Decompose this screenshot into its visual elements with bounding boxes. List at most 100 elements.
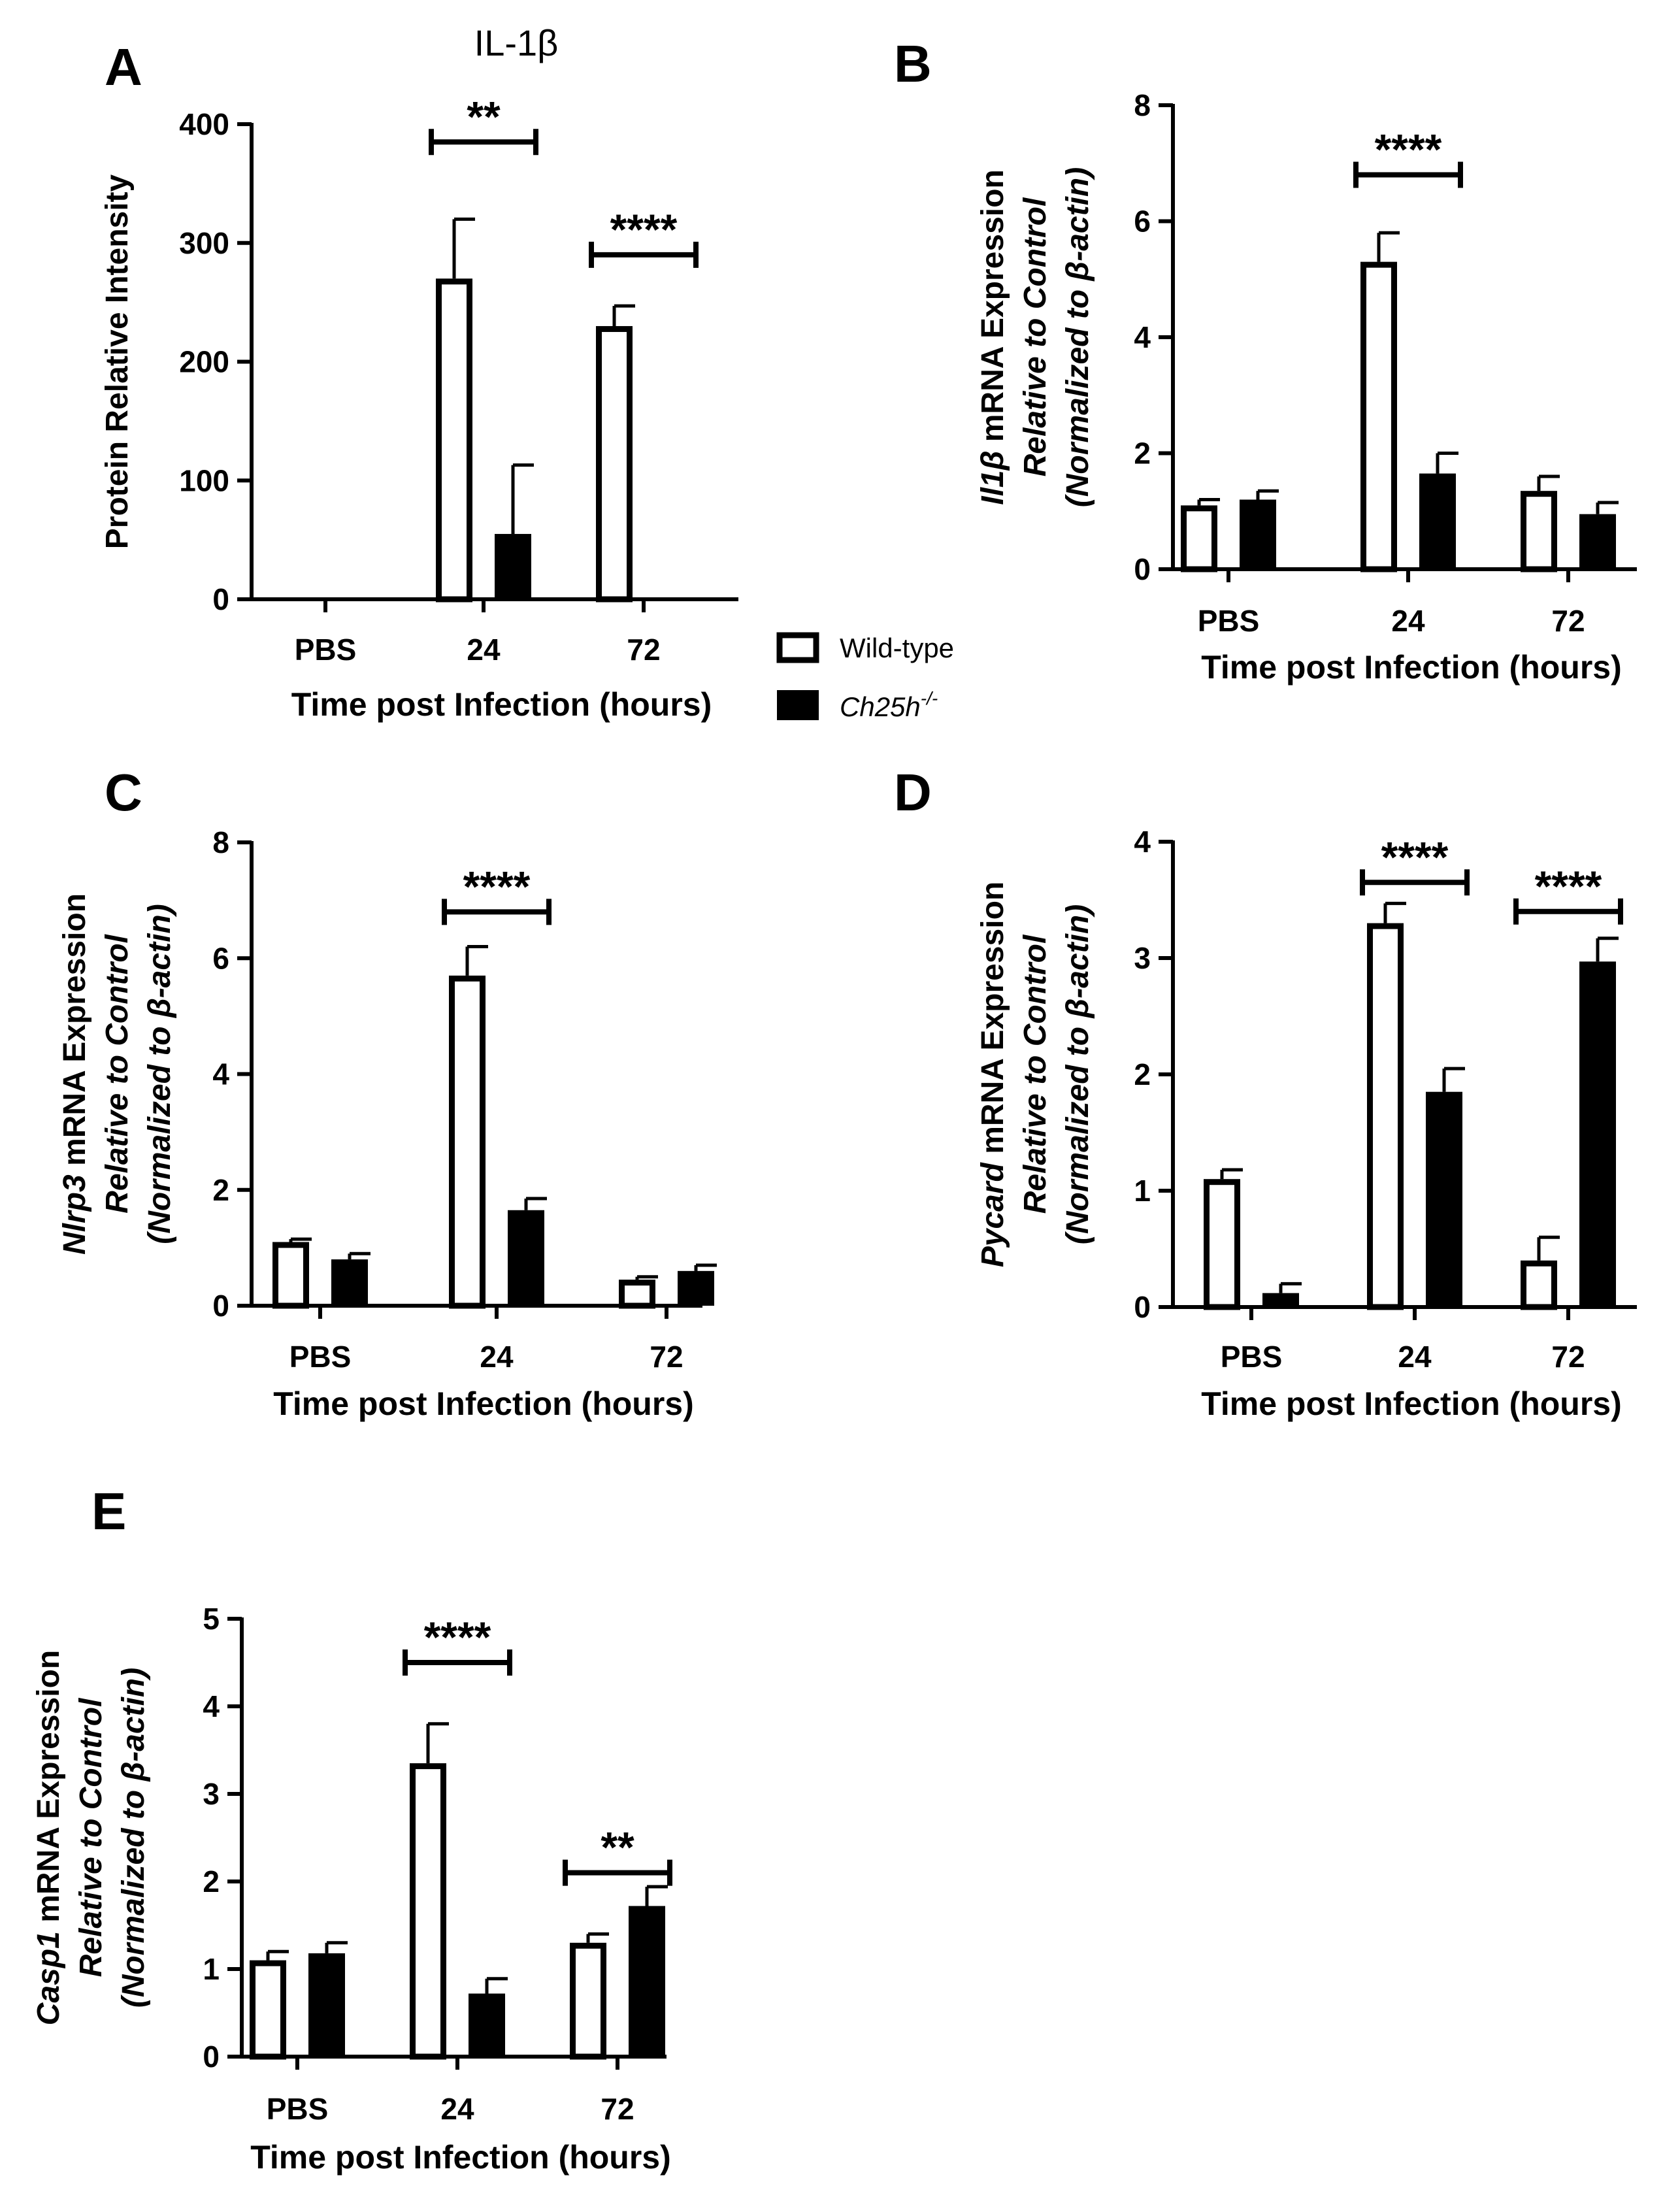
y-tick-label: 3 xyxy=(203,1777,220,1811)
chart-title: IL-1β xyxy=(474,22,559,63)
x-tick-label: PBS xyxy=(1221,1340,1283,1374)
bar-wild-type xyxy=(1181,505,1217,572)
bar-wild-type xyxy=(1204,1179,1240,1310)
y-axis-title-gene: Casp1 xyxy=(31,1931,66,2025)
x-axis-title: Time post Infection (hours) xyxy=(291,686,712,723)
legend-label-ch25h: Ch25h-/- xyxy=(840,688,938,722)
y-tick-label: 4 xyxy=(212,1057,229,1091)
y-tick-label: 0 xyxy=(212,1289,229,1323)
chart-D: D 0 1 2 3 4 PBS 24 72 Time post Infection (hours)… xyxy=(894,763,1637,1422)
y-axis-title-gene: Il1β xyxy=(976,451,1010,505)
x-tick-label: PBS xyxy=(295,633,357,667)
y-axis-title-line: Relative to Control xyxy=(74,1697,108,1977)
y-tick-label: 400 xyxy=(179,107,229,141)
y-tick-label: 5 xyxy=(203,1602,220,1636)
x-tick-label: 72 xyxy=(601,2092,634,2126)
x-tick-label: PBS xyxy=(289,1340,352,1374)
y-axis-title-gene: (Normalized to β-actin) xyxy=(116,1668,151,2008)
y-tick-label: 4 xyxy=(203,1689,220,1723)
x-axis-title: Time post Infection (hours) xyxy=(250,2139,671,2176)
bar-ch25h xyxy=(308,1953,345,2057)
y-axis-title-line: (Normalized to β-actin) xyxy=(142,904,177,1244)
significance-label: ** xyxy=(467,92,501,141)
y-tick-label: 4 xyxy=(1134,320,1151,354)
y-axis-title-text: mRNA Expression xyxy=(31,1650,66,1931)
y-axis-title-line: (Normalized to β-actin) xyxy=(1061,167,1095,507)
significance-label: **** xyxy=(463,862,531,910)
y-tick-label: 0 xyxy=(203,2040,220,2074)
bar-wild-type xyxy=(619,1280,655,1309)
bar-wild-type xyxy=(1367,923,1404,1310)
y-axis-title-line: Il1β mRNA Expression xyxy=(976,169,1010,505)
y-axis-title-gene: Relative to Control xyxy=(1018,934,1053,1214)
significance-label: **** xyxy=(1535,862,1602,910)
y-tick-label: 4 xyxy=(1134,825,1151,859)
x-tick-label: 72 xyxy=(627,633,660,667)
x-axis-title: Time post Infection (hours) xyxy=(273,1385,694,1422)
y-axis-title-line: (Normalized to β-actin) xyxy=(1061,904,1095,1244)
bar-wild-type xyxy=(1360,261,1397,572)
y-tick-label: 8 xyxy=(212,825,229,859)
y-tick-label: 2 xyxy=(212,1173,229,1207)
y-tick-label: 200 xyxy=(179,345,229,379)
bar-wild-type xyxy=(1521,1260,1557,1310)
y-tick-label: 6 xyxy=(1134,205,1151,239)
significance-label: ** xyxy=(601,1823,634,1872)
chart-E: E 0 1 2 3 4 5 PBS 24 72 Time post Infection (hours… xyxy=(31,1482,672,2176)
legend-label-superscript: -/- xyxy=(921,688,938,708)
bar-wild-type xyxy=(272,1242,309,1309)
y-axis-title-gene: Relative to Control xyxy=(74,1697,108,1977)
y-tick-label: 2 xyxy=(1134,1057,1151,1091)
y-tick-label: 1 xyxy=(1134,1174,1151,1208)
x-tick-label: 24 xyxy=(440,2092,474,2126)
y-axis-title-text: Protein Relative Intensity xyxy=(100,174,135,549)
x-tick-label: 72 xyxy=(1551,604,1585,638)
y-tick-label: 0 xyxy=(212,582,229,616)
bar-ch25h xyxy=(1579,514,1616,569)
bar-wild-type xyxy=(250,1960,286,2060)
bar-wild-type xyxy=(436,278,472,603)
chart-A: A IL-1β 0 100 200 300 400 PBS 24 72 Time post Infe… xyxy=(100,22,738,723)
y-tick-label: 300 xyxy=(179,226,229,260)
y-tick-label: 0 xyxy=(1134,552,1151,586)
y-axis-title-line: Casp1 mRNA Expression xyxy=(31,1650,66,2025)
y-axis-title-gene: (Normalized to β-actin) xyxy=(142,904,177,1244)
panel-letter-B: B xyxy=(894,35,932,93)
y-axis-title-line: Relative to Control xyxy=(1018,934,1053,1214)
y-axis-title-line: Relative to Control xyxy=(1018,197,1053,476)
bar-ch25h xyxy=(508,1210,544,1306)
legend-swatch-wild-type xyxy=(776,632,819,663)
y-axis-title-gene: (Normalized to β-actin) xyxy=(1061,904,1095,1244)
x-tick-label: PBS xyxy=(1198,604,1260,638)
y-tick-label: 1 xyxy=(203,1952,220,1986)
y-tick-label: 2 xyxy=(203,1864,220,1898)
bar-wild-type xyxy=(570,1942,606,2060)
y-axis-title-gene: Relative to Control xyxy=(1018,197,1053,476)
y-tick-label: 8 xyxy=(1134,88,1151,122)
x-tick-label: 24 xyxy=(1398,1340,1432,1374)
y-axis-title-text: mRNA Expression xyxy=(976,169,1010,450)
legend-label-wild-type: Wild-type xyxy=(840,633,954,663)
y-axis-title-gene: Relative to Control xyxy=(100,933,135,1213)
y-axis-title-line: (Normalized to β-actin) xyxy=(116,1668,151,2008)
y-axis-title-line: Nlrp3 mRNA Expression xyxy=(58,893,92,1255)
legend-swatch-ch25h xyxy=(777,690,819,720)
y-axis-title-line: Pycard mRNA Expression xyxy=(976,882,1010,1267)
bar-ch25h xyxy=(469,1993,505,2057)
y-tick-label: 2 xyxy=(1134,437,1151,471)
bar-ch25h xyxy=(495,534,531,599)
y-axis-title-gene: Pycard xyxy=(976,1161,1010,1267)
x-axis-title: Time post Infection (hours) xyxy=(1201,649,1622,686)
y-axis-title-line: Protein Relative Intensity xyxy=(100,174,135,549)
bar-ch25h xyxy=(1262,1293,1299,1307)
y-tick-label: 100 xyxy=(179,463,229,497)
significance-label: **** xyxy=(1375,125,1442,174)
bar-ch25h xyxy=(1419,473,1456,569)
bar-wild-type xyxy=(596,325,633,603)
bar-ch25h xyxy=(1426,1091,1462,1307)
y-tick-label: 6 xyxy=(212,941,229,975)
bar-wild-type xyxy=(449,975,486,1309)
